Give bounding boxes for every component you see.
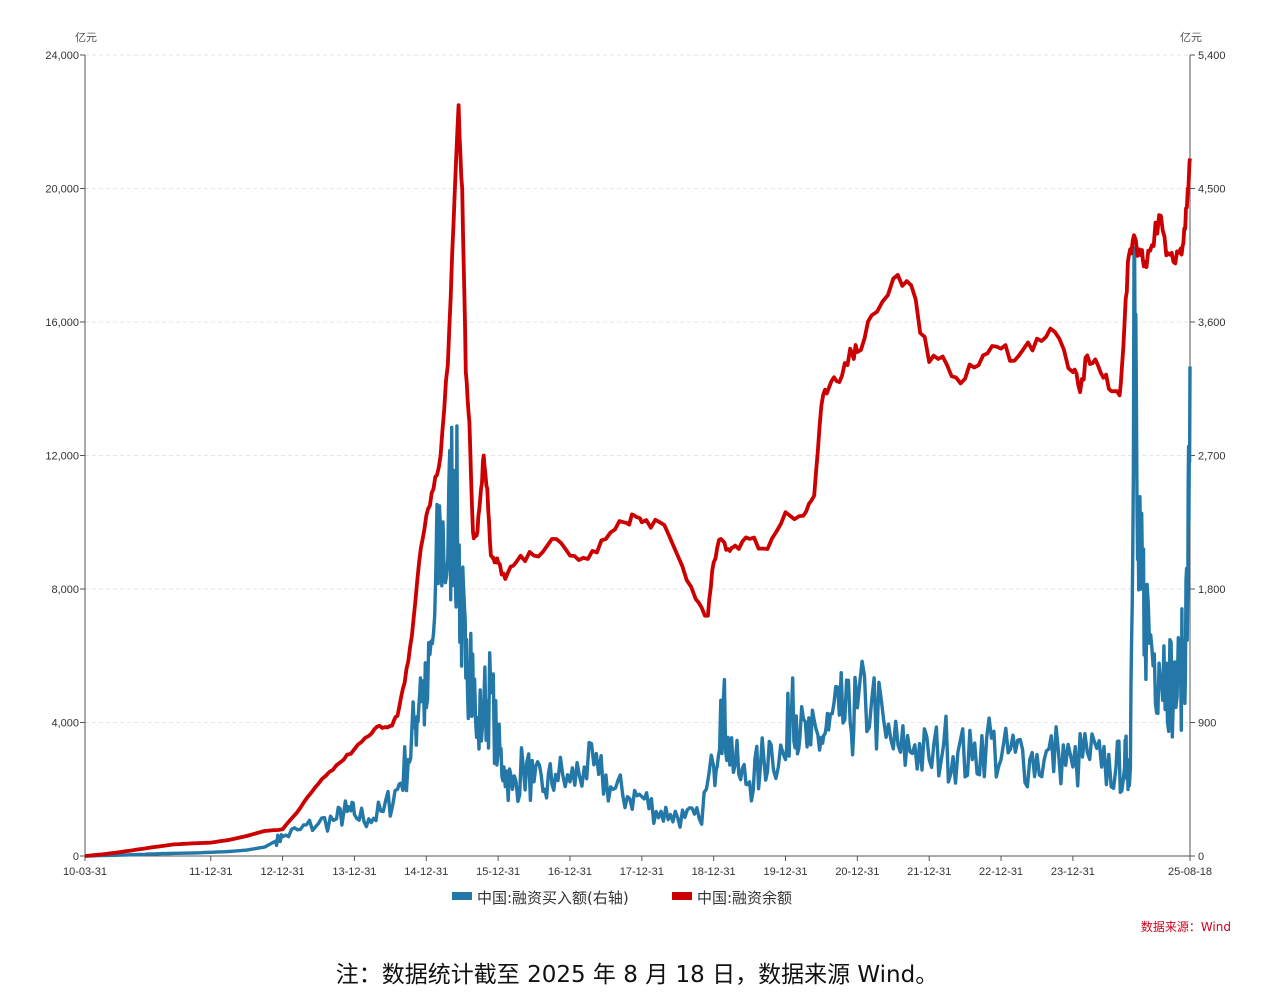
series-line-financing-buy (84, 246, 1192, 858)
left-tick-label: 12,000 (45, 451, 79, 463)
right-tick-label: 0 (1198, 851, 1204, 863)
left-tick-label: 8,000 (51, 584, 79, 596)
series-line-financing-balance (84, 103, 1192, 858)
x-tick-label: 18-12-31 (692, 866, 736, 878)
left-tick-label: 20,000 (45, 184, 79, 196)
x-tick-label: 25-08-18 (1168, 866, 1212, 878)
axes (80, 54, 1195, 861)
grid-lines (85, 54, 1190, 723)
legend: 中国:融资买入额(右轴) 中国:融资余额 (452, 889, 792, 907)
footnote: 注：数据统计截至 2025 年 8 月 18 日，数据来源 Wind。 (335, 962, 939, 988)
right-tick-label: 5,400 (1198, 50, 1226, 62)
x-tick-label: 22-12-31 (979, 866, 1023, 878)
right-axis-unit: 亿元 (1180, 31, 1202, 44)
series-lines (84, 103, 1192, 858)
chart: 0 0 4,000 900 8,000 1,800 12,000 2,700 16,000 3,6… (45, 31, 1231, 934)
legend-swatch (452, 892, 472, 900)
x-tick-label: 23-12-31 (1051, 866, 1095, 878)
tick-labels: 0 0 4,000 900 8,000 1,800 12,000 2,700 16,000 3,6… (45, 50, 1225, 878)
left-tick-label: 0 (73, 851, 79, 863)
x-tick-label: 15-12-31 (476, 866, 520, 878)
source-label: 数据来源：Wind (1141, 919, 1231, 934)
x-tick-label: 10-03-31 (63, 866, 107, 878)
right-tick-label: 3,600 (1198, 317, 1226, 329)
x-tick-label: 14-12-31 (404, 866, 448, 878)
x-tick-label: 21-12-31 (907, 866, 951, 878)
legend-label: 中国:融资买入额(右轴) (477, 889, 629, 907)
right-tick-label: 1,800 (1198, 584, 1226, 596)
right-tick-label: 2,700 (1198, 451, 1226, 463)
legend-label: 中国:融资余额 (697, 889, 792, 907)
left-tick-label: 4,000 (51, 718, 79, 730)
x-tick-label: 13-12-31 (332, 866, 376, 878)
left-tick-label: 24,000 (45, 50, 79, 62)
x-tick-label: 11-12-31 (189, 866, 232, 878)
left-axis-unit: 亿元 (75, 31, 97, 44)
x-tick-label: 19-12-31 (763, 866, 807, 878)
legend-swatch (672, 892, 692, 900)
x-tick-label: 20-12-31 (835, 866, 879, 878)
right-tick-label: 4,500 (1198, 184, 1226, 196)
right-tick-label: 900 (1198, 718, 1216, 730)
x-tick-label: 16-12-31 (548, 866, 592, 878)
x-tick-label: 17-12-31 (620, 866, 664, 878)
x-tick-label: 12-12-31 (261, 866, 305, 878)
left-tick-label: 16,000 (45, 317, 79, 329)
